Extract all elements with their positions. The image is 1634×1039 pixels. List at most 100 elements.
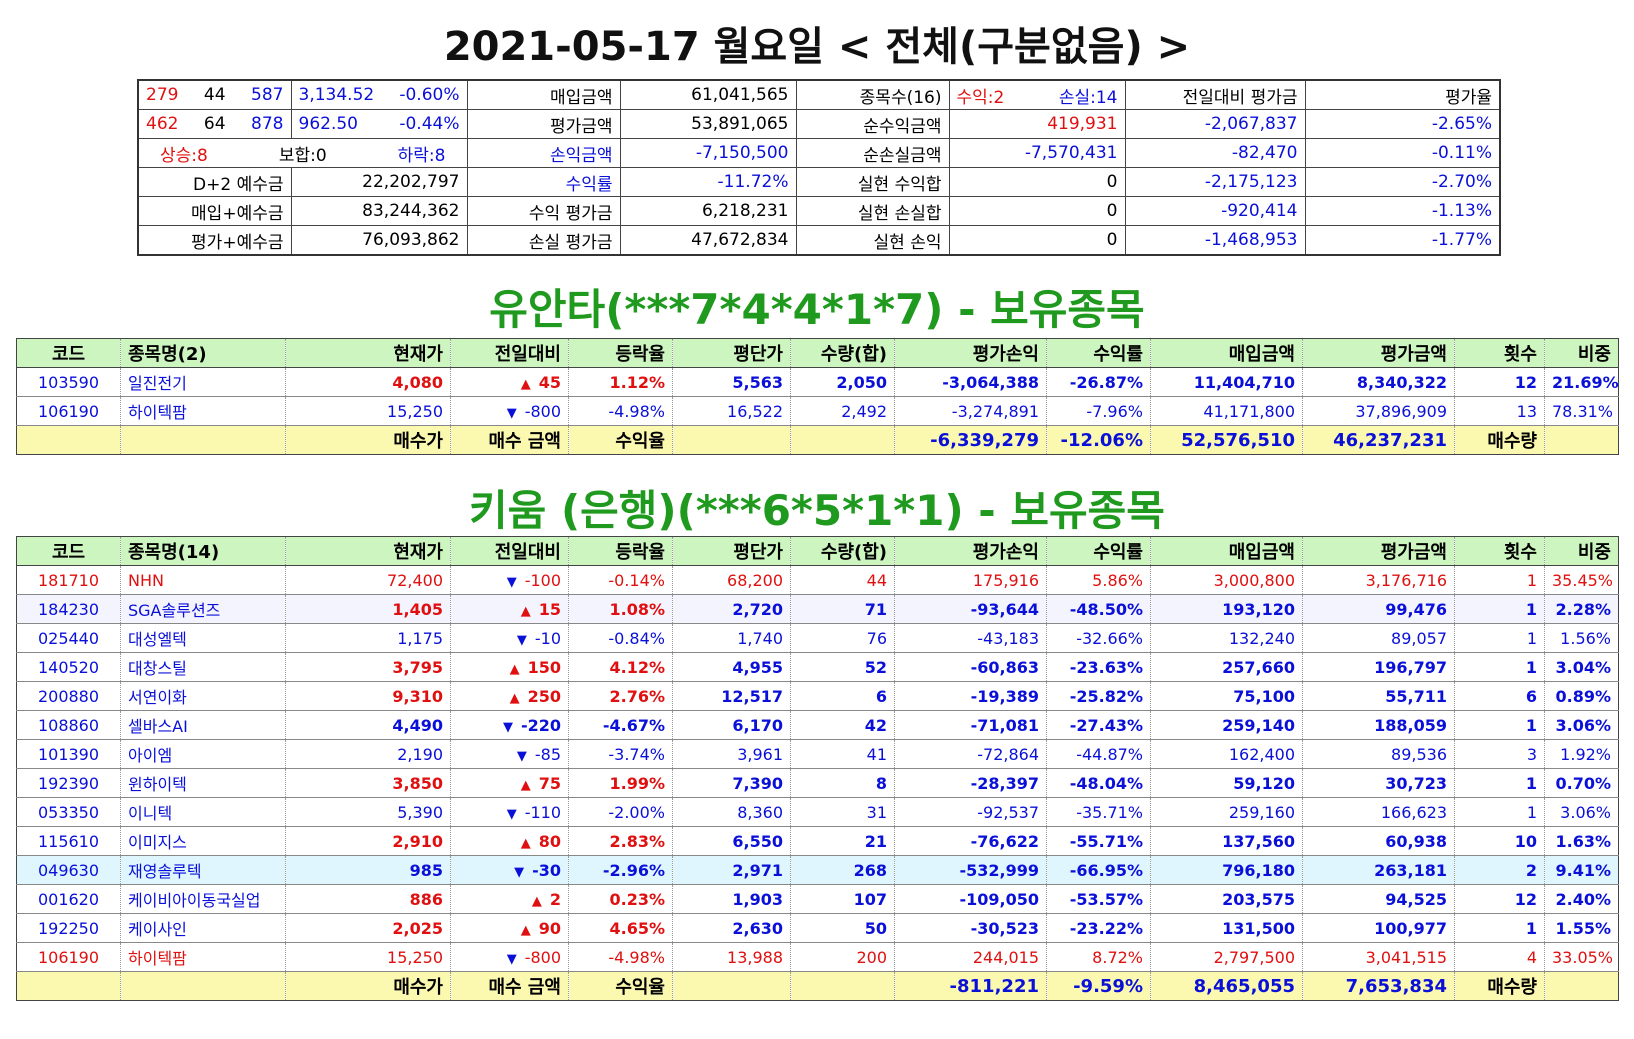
table-row[interactable]: 140520 대창스틸 3,795 ▲ 150 4.12% 4,955 52 -60,863 -2… (16, 652, 1619, 682)
cell-price: 4,080 (285, 367, 451, 397)
cell-price: 5,390 (285, 797, 451, 827)
column-header[interactable]: 평가금액 (1302, 536, 1455, 566)
table-row[interactable]: 181710 NHN 72,400 ▼ -100 -0.14% 68,200 44 175,91… (16, 565, 1619, 595)
column-header[interactable]: 종목명(2) (120, 338, 286, 368)
summary-value: -82,470 (1124, 138, 1306, 168)
holdings-table-yuanta: 코드 종목명(2) 현재가 전일대비 등락율 평단가 수량(합) 평가손익 수익률 매입금액 평가금… (16, 338, 1619, 455)
cell-qty: 107 (790, 884, 895, 914)
cell-name: SGA솔루션즈 (120, 594, 286, 624)
column-header[interactable]: 수익률 (1046, 536, 1151, 566)
up-arrow-icon: ▲ (520, 835, 531, 851)
column-header[interactable]: 현재가 (285, 338, 451, 368)
table-row[interactable]: 106190 하이텍팜 15,250 ▼ -800 -4.98% 16,522 2,492 -3… (16, 396, 1619, 426)
cell-chg: ▼ -110 (450, 797, 569, 827)
empty-cell (790, 425, 895, 455)
summary-label: 매입금액 (466, 79, 621, 110)
table-row[interactable]: 192250 케이사인 2,025 ▲ 90 4.65% 2,630 50 -30,523 -23… (16, 913, 1619, 943)
column-header[interactable]: 수익률 (1046, 338, 1151, 368)
cell-buy: 131,500 (1150, 913, 1303, 943)
cell-weight: 21.69% (1544, 367, 1619, 397)
cell-rate: -0.14% (568, 565, 673, 595)
cell-code: 192390 (16, 768, 121, 798)
table-row[interactable]: 025440 대성엘텍 1,175 ▼ -10 -0.84% 1,740 76 -43,183-… (16, 623, 1619, 653)
column-header[interactable]: 비중 (1544, 536, 1619, 566)
table-row[interactable]: 200880 서연이화 9,310 ▲ 250 2.76% 12,517 6 -19,389 -2… (16, 681, 1619, 711)
column-header[interactable]: 수량(합) (790, 338, 895, 368)
column-header[interactable]: 전일대비 (450, 536, 569, 566)
table-row[interactable]: 192390 윈하이텍 3,850 ▲ 75 1.99% 7,390 8 -28,397 -48.… (16, 768, 1619, 798)
summary-label: 수익 평가금 (466, 196, 621, 226)
cell-name: NHN (120, 565, 286, 595)
cell-buy: 203,575 (1150, 884, 1303, 914)
column-header[interactable]: 매입금액 (1150, 338, 1303, 368)
cell-code: 053350 (16, 797, 121, 827)
column-header[interactable]: 종목명(14) (120, 536, 286, 566)
down-arrow-icon: ▼ (516, 748, 527, 764)
empty-cell (16, 425, 121, 455)
table-row[interactable]: 106190 하이텍팜 15,250 ▼ -800 -4.98% 13,988 200 244,… (16, 942, 1619, 972)
summary-value: -2.65% (1304, 109, 1501, 139)
table-row[interactable]: 115610 이미지스 2,910 ▲ 80 2.83% 6,550 21 -76,622 -55… (16, 826, 1619, 856)
table-row[interactable]: 001620 케이비아이동국실업 886 ▲ 2 0.23% 1,903 107 -109,05… (16, 884, 1619, 914)
column-header[interactable]: 횟수 (1454, 338, 1545, 368)
total-cell: 수익율 (568, 971, 673, 1001)
total-cell: 매수 금액 (450, 425, 569, 455)
column-header[interactable]: 코드 (16, 536, 121, 566)
table-row[interactable]: 053350 이니텍 5,390 ▼ -110 -2.00% 8,360 31 -92,537-… (16, 797, 1619, 827)
cell-pl: -28,397 (894, 768, 1047, 798)
column-header[interactable]: 평가손익 (894, 338, 1047, 368)
cell-buy: 796,180 (1150, 855, 1303, 885)
column-header[interactable]: 수량(합) (790, 536, 895, 566)
cell-rate: 1.08% (568, 594, 673, 624)
summary-row: 462 64 878 962.50 -0.44% 평가금액 53,891,065 순수… (137, 109, 1501, 139)
cell-buy: 259,160 (1150, 797, 1303, 827)
cell-chg: ▼ -10 (450, 623, 569, 653)
empty-cell (1544, 971, 1619, 1001)
summary-row: 상승:8 보합:0 하락:8 손익금액 -7,150,500 순손실금액 -7,57… (137, 138, 1501, 168)
cell-code: 140520 (16, 652, 121, 682)
cell-buy: 2,797,500 (1150, 942, 1303, 972)
summary-label: 매입+예수금 (137, 196, 292, 226)
column-header[interactable]: 코드 (16, 338, 121, 368)
table-row[interactable]: 103590 일진전기 4,080 ▲ 45 1.12% 5,563 2,050 -3,064,… (16, 367, 1619, 397)
table-row[interactable]: 184230 SGA솔루션즈 1,405 ▲ 15 1.08% 2,720 71 -93,644… (16, 594, 1619, 624)
cell-code: 001620 (16, 884, 121, 914)
column-header[interactable]: 평단가 (672, 536, 791, 566)
total-cell: 매수가 (285, 971, 451, 1001)
column-header[interactable]: 전일대비 (450, 338, 569, 368)
table-row[interactable]: 101390 아이엠 2,190 ▼ -85 -3.74% 3,961 41 -72,864 -4… (16, 739, 1619, 769)
cell-code: 184230 (16, 594, 121, 624)
summary-cell: 수익:2 손실:14 (948, 79, 1126, 110)
column-header[interactable]: 평단가 (672, 338, 791, 368)
column-header[interactable]: 현재가 (285, 536, 451, 566)
total-cell: 8,465,055 (1150, 971, 1303, 1001)
cell-eval: 89,057 (1302, 623, 1455, 653)
cell-chg: ▲ 2 (450, 884, 569, 914)
table-row[interactable]: 108860 셀바스AI 4,490 ▼ -220 -4.67% 6,170 42 -71,08… (16, 710, 1619, 740)
cell-ret: -26.87% (1046, 367, 1151, 397)
column-header[interactable]: 매입금액 (1150, 536, 1303, 566)
summary-value: -1,468,953 (1124, 225, 1306, 256)
column-header[interactable]: 평가손익 (894, 536, 1047, 566)
column-header[interactable]: 평가금액 (1302, 338, 1455, 368)
summary-cell: 상승:8 보합:0 하락:8 (137, 138, 468, 168)
column-header[interactable]: 등락율 (568, 338, 673, 368)
table-row[interactable]: 049630 재영솔루텍 985 ▼ -30 -2.96% 2,971 268 -532,999… (16, 855, 1619, 885)
total-cell: -6,339,279 (894, 425, 1047, 455)
cell-rate: 2.83% (568, 826, 673, 856)
column-header[interactable]: 등락율 (568, 536, 673, 566)
summary-value: -7,150,500 (619, 138, 797, 168)
total-cell: 매수가 (285, 425, 451, 455)
column-header[interactable]: 비중 (1544, 338, 1619, 368)
cell-chg: ▼ -220 (450, 710, 569, 740)
column-header[interactable]: 횟수 (1454, 536, 1545, 566)
up-arrow-icon: ▲ (509, 661, 520, 677)
cell-code: 108860 (16, 710, 121, 740)
summary-value: 83,244,362 (290, 196, 468, 226)
cell-rate: -2.00% (568, 797, 673, 827)
cell-eval: 37,896,909 (1302, 396, 1455, 426)
total-cell: 52,576,510 (1150, 425, 1303, 455)
empty-cell (120, 425, 286, 455)
cell-eval: 8,340,322 (1302, 367, 1455, 397)
cell-ret: -23.22% (1046, 913, 1151, 943)
